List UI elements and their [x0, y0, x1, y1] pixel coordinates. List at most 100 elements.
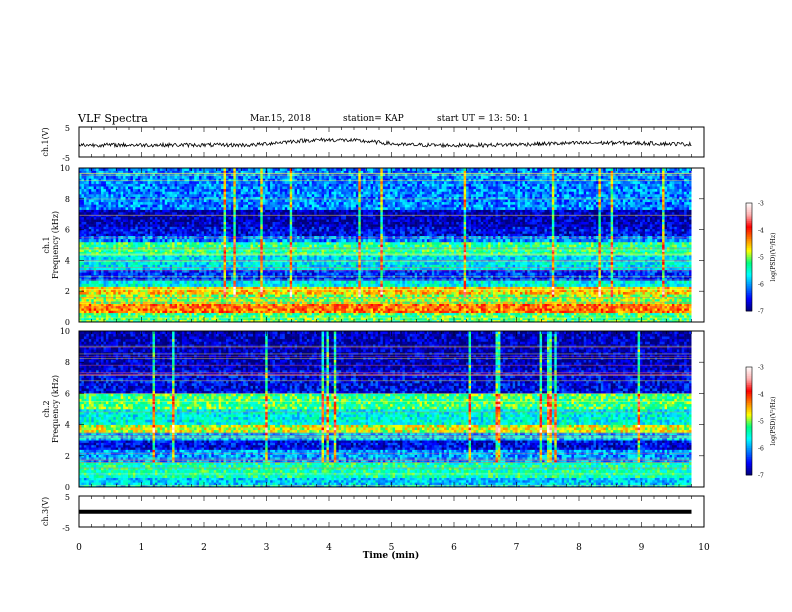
- spectrogram-cell: [121, 315, 124, 318]
- spectrogram-cell: [280, 308, 283, 311]
- spectrogram-cell: [246, 315, 249, 318]
- spectrogram-cell: [302, 308, 305, 311]
- spectrogram-cell: [334, 310, 337, 313]
- spectrogram-cell: [282, 315, 285, 318]
- spectrogram-cell: [282, 310, 285, 313]
- spectrogram-cell: [300, 310, 303, 313]
- spectrogram-cell: [527, 310, 530, 313]
- spectrogram-cell: [630, 310, 633, 313]
- spectrogram-cell: [662, 310, 665, 313]
- spectrogram-cell: [202, 313, 205, 316]
- spectrogram-cell: [571, 315, 574, 318]
- spectrogram-cell: [304, 315, 307, 318]
- spectrogram-cell: [165, 308, 168, 311]
- spectrogram-cell: [251, 310, 254, 313]
- spectrogram-cell: [192, 315, 195, 318]
- spectrogram-cell: [116, 310, 119, 313]
- spectrogram-cell: [243, 310, 246, 313]
- spectrogram-cell: [282, 313, 285, 316]
- spectrogram-cell: [557, 313, 560, 316]
- spectrogram-cell: [255, 308, 258, 311]
- spectrogram-cell: [275, 310, 278, 313]
- spectrogram-cell: [567, 313, 570, 316]
- spectrogram-cell: [126, 308, 129, 311]
- spectrogram-cell: [437, 315, 440, 318]
- spectrogram-cell: [106, 315, 109, 318]
- spectrogram-cell: [361, 313, 364, 316]
- spectrogram-cell: [429, 310, 432, 313]
- spectrogram-cell: [689, 313, 692, 316]
- spectrogram-cell: [476, 313, 479, 316]
- spectrogram-cell: [277, 313, 280, 316]
- spectrogram-cell: [94, 310, 97, 313]
- spectrogram-cell: [236, 313, 239, 316]
- spectrogram-cell: [368, 313, 371, 316]
- spectrogram-cell: [473, 315, 476, 318]
- spectrogram-cell: [148, 315, 151, 318]
- spectrogram-cell: [172, 310, 175, 313]
- spectrogram-cell: [187, 308, 190, 311]
- spectrogram-cell: [160, 310, 163, 313]
- spectrogram-cell: [552, 313, 555, 316]
- spectrogram-cell: [167, 315, 170, 318]
- spectrogram-cell: [542, 313, 545, 316]
- spectrogram-cell: [525, 315, 528, 318]
- spectrogram-cell: [616, 313, 619, 316]
- spectrogram-cell: [253, 313, 256, 316]
- spectrogram-cell: [351, 315, 354, 318]
- spectrogram-cell: [358, 313, 361, 316]
- spectrogram-cell: [662, 313, 665, 316]
- spectrogram-cell: [545, 313, 548, 316]
- spectrogram-cell: [432, 310, 435, 313]
- spectrogram-cell: [471, 315, 474, 318]
- spectrogram-cell: [378, 315, 381, 318]
- spectrogram-cell: [226, 313, 229, 316]
- spectrogram-cell: [645, 315, 648, 318]
- spectrogram-cell: [353, 313, 356, 316]
- spectrogram-cell: [549, 315, 552, 318]
- spectrogram-cell: [331, 313, 334, 316]
- spectrogram-cell: [233, 308, 236, 311]
- spectrogram-cell: [170, 315, 173, 318]
- spectrogram-cell: [81, 313, 84, 316]
- spectrogram-cell: [400, 310, 403, 313]
- spectrogram-cell: [454, 313, 457, 316]
- spectrogram-cell: [601, 310, 604, 313]
- spectrogram-cell: [258, 313, 261, 316]
- spectrogram-cell: [522, 315, 525, 318]
- spectrogram-cell: [148, 310, 151, 313]
- spectrogram-cell: [86, 308, 89, 311]
- spectrogram-cell: [150, 315, 153, 318]
- spectrogram-cell: [628, 315, 631, 318]
- spectrogram-cell: [197, 315, 200, 318]
- spectrogram-cell: [476, 310, 479, 313]
- spectrogram-cell: [344, 310, 347, 313]
- spectrogram-cell: [361, 315, 364, 318]
- spectrogram-cell: [189, 310, 192, 313]
- spectrogram-cell: [184, 308, 187, 311]
- spectrogram-cell: [138, 308, 141, 311]
- spectrogram-cell: [285, 308, 288, 311]
- spectrogram-cell: [385, 315, 388, 318]
- spectrogram-cell: [461, 310, 464, 313]
- spectrogram-cell: [206, 313, 209, 316]
- spectrogram-cell: [657, 310, 660, 313]
- spectrogram-cell: [233, 315, 236, 318]
- spectrogram-cell: [221, 310, 224, 313]
- spectrogram-cell: [194, 315, 197, 318]
- spectrogram-cell: [199, 310, 202, 313]
- spectrogram-cell: [356, 315, 359, 318]
- spectrogram-cell: [224, 315, 227, 318]
- spectrogram-cell: [483, 313, 486, 316]
- spectrogram-cell: [657, 313, 660, 316]
- spectrogram-cell: [297, 313, 300, 316]
- spectrogram-cell: [187, 310, 190, 313]
- spectrogram-cell: [253, 310, 256, 313]
- spectrogram-cell: [493, 315, 496, 318]
- spectrogram-cell: [86, 313, 89, 316]
- spectrogram-cell: [363, 308, 366, 311]
- spectrogram-cell: [375, 315, 378, 318]
- spectrogram-cell: [182, 315, 185, 318]
- spectrogram-cell: [456, 315, 459, 318]
- spectrogram-cell: [329, 308, 332, 311]
